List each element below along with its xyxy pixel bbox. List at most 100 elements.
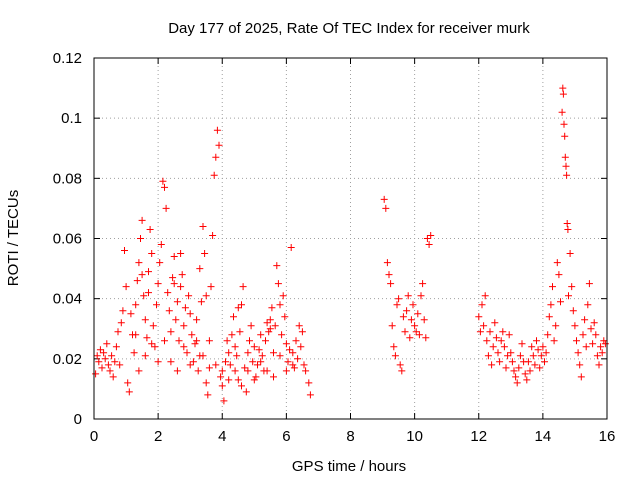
data-point-marker <box>164 289 172 297</box>
data-point-marker <box>561 132 569 140</box>
data-point-marker <box>92 370 100 378</box>
data-point-marker <box>568 283 576 291</box>
data-point-marker <box>499 328 507 336</box>
data-point-marker <box>282 340 290 348</box>
data-point-marker <box>268 304 276 312</box>
data-point-marker <box>488 361 496 369</box>
data-point-marker <box>193 337 201 345</box>
data-point-marker <box>534 346 542 354</box>
data-point-marker <box>563 171 571 179</box>
data-point-marker <box>492 334 500 342</box>
data-point-marker <box>504 352 512 360</box>
data-point-marker <box>545 313 553 321</box>
data-point-marker <box>247 322 255 330</box>
data-point-marker <box>173 298 181 306</box>
data-point-marker <box>124 379 132 387</box>
data-point-marker <box>154 358 162 366</box>
data-point-marker <box>258 352 266 360</box>
data-point-marker <box>276 352 284 360</box>
data-point-marker <box>484 352 492 360</box>
data-point-marker <box>553 259 561 267</box>
data-point-marker <box>111 358 119 366</box>
data-point-marker <box>254 361 261 369</box>
data-point-marker <box>265 328 273 336</box>
data-point-marker <box>233 352 241 360</box>
data-point-marker <box>528 343 536 351</box>
data-point-marker <box>419 280 427 288</box>
data-point-marker <box>231 367 239 375</box>
data-point-marker <box>177 283 185 291</box>
data-point-marker <box>207 283 215 291</box>
data-point-marker <box>496 358 504 366</box>
data-point-marker <box>385 271 393 279</box>
data-point-marker <box>589 340 597 348</box>
data-point-marker <box>409 301 417 309</box>
data-point-marker <box>130 349 138 357</box>
data-point-marker <box>516 352 524 360</box>
data-point-marker <box>149 322 157 330</box>
data-point-marker <box>270 349 277 357</box>
data-point-marker <box>101 355 109 363</box>
data-point-marker <box>196 265 204 273</box>
data-point-marker <box>306 391 314 399</box>
data-point-marker <box>98 364 106 372</box>
data-point-marker <box>294 355 302 363</box>
data-point-marker <box>297 343 305 351</box>
data-point-marker <box>396 361 404 369</box>
data-point-marker <box>491 319 499 327</box>
data-point-marker <box>153 301 160 309</box>
data-point-marker <box>481 292 489 300</box>
x-tick-label: 0 <box>90 428 98 445</box>
data-point-marker <box>114 328 122 336</box>
data-point-marker <box>278 331 286 339</box>
data-point-marker <box>529 352 537 360</box>
data-point-marker <box>549 283 556 291</box>
data-point-marker <box>536 364 544 372</box>
data-point-marker <box>286 346 294 354</box>
data-point-marker <box>561 153 569 161</box>
data-point-marker <box>480 322 488 330</box>
data-point-marker <box>238 382 245 390</box>
data-point-marker <box>593 352 601 360</box>
data-point-marker <box>383 259 391 267</box>
data-point-marker <box>238 301 245 309</box>
data-point-marker <box>262 337 269 345</box>
y-tick-label: 0.1 <box>61 110 82 127</box>
data-point-marker <box>117 319 125 327</box>
data-point-marker <box>100 349 108 357</box>
data-point-marker <box>271 322 279 330</box>
data-point-marker <box>544 331 552 339</box>
data-point-marker <box>263 319 271 327</box>
data-point-marker <box>515 364 523 372</box>
data-point-marker <box>598 349 606 357</box>
data-point-marker <box>169 274 177 282</box>
data-point-marker <box>305 379 313 387</box>
data-point-marker <box>148 250 156 257</box>
data-point-marker <box>252 373 260 381</box>
data-point-marker <box>508 358 516 366</box>
data-point-marker <box>526 367 534 375</box>
data-point-marker <box>218 382 226 390</box>
chart-title: Day 177 of 2025, Rate Of TEC Index for r… <box>168 20 530 37</box>
data-point-marker <box>587 325 595 333</box>
y-axis-title: ROTI / TECUs <box>5 190 22 286</box>
data-point-marker <box>140 292 148 300</box>
data-point-marker <box>157 241 165 248</box>
data-point-marker <box>562 162 570 170</box>
data-point-marker <box>382 204 390 212</box>
data-point-marker <box>595 361 603 369</box>
data-point-marker <box>559 90 567 98</box>
data-point-marker <box>145 289 152 297</box>
data-point-marker <box>401 328 409 336</box>
data-point-marker <box>414 310 422 318</box>
x-tick-label: 10 <box>406 428 423 445</box>
data-point-marker <box>273 262 281 270</box>
y-tick-labels: 0 0.02 0.04 0.06 0.08 0.1 0.12 <box>53 50 82 428</box>
data-point-marker <box>189 358 197 366</box>
data-point-marker <box>177 250 185 257</box>
data-point-marker <box>552 322 560 330</box>
data-point-marker <box>137 235 144 242</box>
data-point-marker <box>560 120 568 128</box>
data-point-marker <box>250 343 258 351</box>
